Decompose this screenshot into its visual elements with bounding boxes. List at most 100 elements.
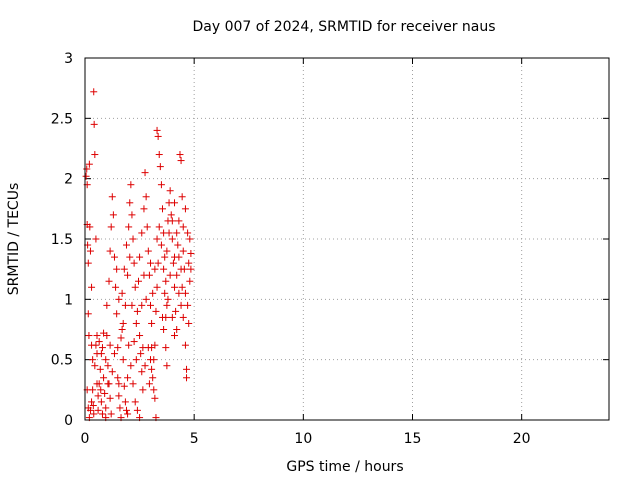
data-point — [159, 205, 167, 213]
data-point — [103, 301, 111, 309]
data-point — [117, 334, 125, 342]
data-point — [97, 398, 105, 406]
data-point — [160, 265, 168, 273]
data-point — [168, 313, 176, 321]
x-tick-label: 20 — [513, 431, 531, 447]
data-point — [107, 223, 115, 231]
data-point — [89, 402, 97, 410]
data-point — [106, 247, 114, 255]
y-tick-label: 0 — [64, 413, 73, 429]
data-point — [128, 211, 136, 219]
data-point — [138, 368, 146, 376]
data-point — [186, 235, 194, 243]
data-point — [178, 193, 186, 201]
data-point — [90, 88, 98, 96]
data-point — [100, 329, 108, 337]
data-point — [130, 259, 138, 267]
data-point — [94, 392, 102, 400]
data-point — [95, 338, 103, 346]
data-point — [183, 374, 191, 382]
data-point — [175, 253, 183, 261]
data-point — [152, 307, 160, 315]
y-tick-label: 1 — [64, 292, 73, 308]
data-point — [118, 289, 126, 297]
data-point — [160, 326, 168, 333]
data-point — [139, 344, 147, 352]
data-point — [184, 229, 192, 237]
data-point — [136, 332, 144, 340]
data-point — [131, 398, 139, 406]
data-point — [91, 362, 99, 370]
data-point — [104, 362, 112, 370]
data-point — [107, 410, 115, 418]
data-point — [119, 319, 127, 327]
x-tick-label: 10 — [294, 431, 312, 447]
data-point — [98, 410, 106, 418]
data-point — [85, 160, 93, 168]
data-point — [126, 253, 134, 261]
data-point — [168, 235, 176, 243]
data-point — [136, 253, 144, 261]
data-point — [119, 356, 127, 364]
data-point — [153, 126, 161, 134]
data-point — [166, 271, 174, 279]
data-point — [95, 380, 103, 388]
x-tick-label: 5 — [190, 431, 199, 447]
data-point — [157, 241, 165, 249]
data-point — [181, 289, 189, 297]
data-point — [109, 211, 117, 219]
data-point — [121, 301, 129, 309]
data-point — [137, 350, 145, 358]
data-point — [120, 265, 128, 273]
data-point — [129, 380, 137, 388]
data-point — [108, 193, 116, 201]
data-point — [150, 356, 158, 364]
data-point — [133, 307, 141, 315]
data-point — [124, 374, 132, 382]
data-point — [97, 350, 105, 358]
data-point — [179, 313, 187, 321]
data-point — [157, 181, 165, 189]
data-point — [168, 217, 176, 225]
data-point — [121, 398, 129, 406]
y-tick-label: 2.5 — [51, 111, 73, 127]
data-point — [145, 380, 153, 388]
data-point — [176, 151, 184, 159]
data-point — [169, 259, 177, 267]
data-point — [159, 313, 167, 321]
data-point — [166, 187, 174, 195]
data-point — [142, 193, 150, 201]
data-point — [101, 389, 109, 397]
x-tick-label: 0 — [81, 431, 90, 447]
data-point — [102, 356, 110, 364]
data-point — [115, 392, 123, 400]
data-point — [161, 253, 169, 261]
data-point — [175, 289, 183, 297]
data-point — [138, 229, 146, 237]
data-point — [93, 332, 101, 340]
data-point — [97, 386, 105, 394]
data-point — [126, 199, 134, 207]
data-point — [92, 341, 100, 349]
data-point — [148, 344, 156, 352]
data-point — [140, 271, 148, 279]
data-point — [83, 165, 91, 173]
data-point — [132, 319, 140, 327]
y-tick-label: 0.5 — [51, 353, 73, 369]
data-point — [113, 310, 121, 318]
y-tick-label: 3 — [64, 51, 73, 67]
data-point — [173, 271, 181, 279]
data-point — [86, 247, 94, 255]
data-point — [173, 326, 181, 333]
data-point — [163, 301, 171, 309]
data-point — [179, 223, 187, 231]
data-point — [120, 382, 128, 390]
data-point — [186, 277, 194, 285]
data-point — [142, 295, 150, 303]
data-point — [124, 271, 132, 279]
data-point — [114, 374, 122, 382]
data-point — [171, 199, 179, 207]
data-point — [151, 394, 159, 402]
data-point — [163, 247, 171, 255]
